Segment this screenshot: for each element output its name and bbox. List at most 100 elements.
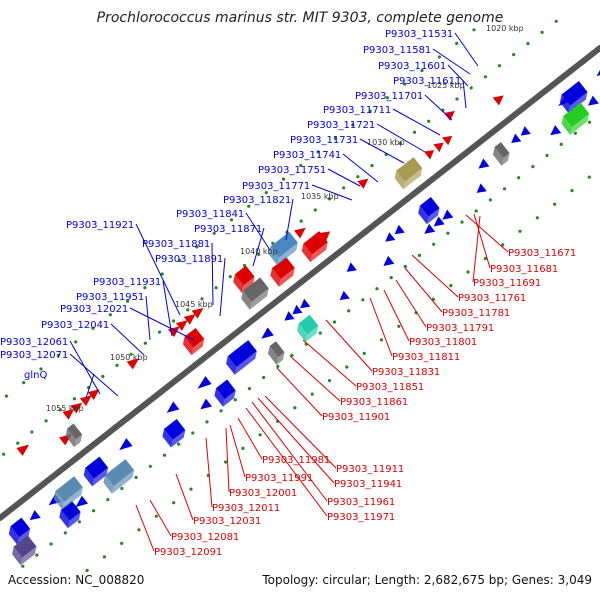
minus-strand-gene	[70, 402, 83, 414]
green-gene-block	[561, 102, 590, 135]
plus-strand-gene	[385, 232, 396, 242]
minus-strand-gene	[319, 231, 331, 241]
tick-dot	[455, 97, 459, 101]
plus-gene-label: P9303_11701	[355, 91, 423, 102]
tick-dot	[368, 109, 372, 113]
tick-dot	[72, 397, 76, 401]
minus-label-leader	[411, 254, 459, 298]
tick-dot	[469, 86, 473, 90]
minus-gene-label: P9303_11991	[245, 473, 313, 484]
plus-gene-label: P9303_11581	[363, 45, 431, 56]
teal-gene-block	[297, 314, 319, 343]
tick-dot	[281, 177, 286, 181]
minus-label-leader	[257, 397, 335, 484]
tick-dot	[431, 297, 435, 301]
plus-gene-label: P9303_12071	[0, 350, 68, 361]
plus-label-leader	[462, 79, 467, 109]
tick-dot	[389, 276, 393, 280]
tick-dot	[455, 41, 459, 46]
plus-strand-gene-block	[83, 456, 109, 487]
minus-strand-gene	[293, 227, 306, 239]
tick-dot	[342, 186, 346, 190]
tick-dot	[129, 352, 133, 356]
tick-dot	[559, 142, 563, 146]
minus-gene-label: P9303_11761	[458, 293, 526, 304]
plus-strand-gene	[29, 509, 41, 521]
minus-strand-gene	[442, 135, 453, 146]
tick-dot	[327, 197, 332, 201]
tick-dot	[313, 208, 317, 212]
tick-dot	[120, 541, 124, 546]
plus-label-leader	[135, 223, 181, 316]
gray-rna-feature	[65, 423, 83, 448]
minus-label-leader	[472, 215, 481, 283]
minus-label-leader	[149, 499, 172, 537]
minus-gene-label: P9303_11681	[490, 264, 558, 275]
minus-gene-label: P9303_11901	[322, 412, 390, 423]
tick-dot	[120, 486, 124, 491]
tick-dot	[143, 286, 147, 290]
tick-dot	[257, 252, 261, 256]
olive-gene-block	[394, 157, 423, 190]
minus-strand-gene	[443, 110, 455, 121]
tick-dot	[518, 229, 522, 233]
tick-dot	[160, 272, 164, 276]
plus-gene-label: P9303_11841	[176, 209, 244, 220]
tick-dot	[403, 264, 407, 269]
tick-dot	[224, 460, 228, 464]
minus-gene-label: P9303_11851	[356, 382, 424, 393]
minus-strand-gene	[175, 320, 188, 331]
minus-gene-label: P9303_11831	[372, 367, 440, 378]
minus-label-leader	[276, 367, 323, 417]
slate-gene-block	[103, 459, 135, 494]
minus-gene-label: P9303_11791	[426, 323, 494, 334]
plus-gene-label: P9303_11531	[385, 29, 453, 40]
tick-dot	[276, 364, 280, 368]
scale-label: 1025 kbp	[427, 81, 465, 90]
minus-label-leader	[175, 473, 194, 521]
tick-dot	[501, 243, 505, 247]
tick-dot	[403, 82, 407, 86]
plus-strand-gene	[166, 401, 180, 413]
tick-dot	[134, 475, 138, 479]
plus-strand-gene	[75, 495, 89, 508]
tick-dot	[154, 514, 158, 518]
tick-dot	[247, 387, 252, 391]
minus-label-leader	[251, 401, 328, 502]
tick-dot	[115, 363, 119, 367]
tick-dot	[540, 30, 544, 34]
minus-label-leader	[289, 355, 341, 402]
plus-strand-gene	[300, 298, 311, 309]
tick-dot	[587, 175, 591, 179]
minus-gene-label: P9303_11911	[336, 464, 404, 475]
plus-strand-gene-block	[418, 196, 440, 225]
tick-dot	[143, 341, 147, 345]
map-title: Prochlorococcus marinus str. MIT 9303, c…	[96, 10, 504, 26]
tick-dot	[162, 453, 167, 457]
tick-dot	[49, 542, 53, 546]
tick-dot	[58, 408, 62, 412]
tick-dot	[347, 309, 351, 313]
scale-label: 1040 kbp	[240, 247, 278, 256]
tick-dot	[502, 187, 507, 191]
tick-dot	[497, 64, 502, 68]
minus-strand-gene	[183, 314, 196, 325]
plus-gene-label: P9303_11711	[323, 105, 391, 116]
minus-gene-label: P9303_11801	[409, 337, 477, 348]
minus-strand-gene	[16, 444, 30, 456]
minus-strand-gene	[433, 142, 444, 153]
tick-dot	[472, 28, 476, 32]
tick-dot	[200, 297, 204, 301]
tick-dot	[30, 430, 34, 434]
plus-strand-gene-block	[162, 418, 186, 448]
tick-dot	[370, 164, 374, 168]
tick-dot	[361, 298, 365, 302]
plus-strand-gene-block	[559, 81, 588, 114]
tick-dot	[219, 409, 223, 413]
minus-strand-gene	[126, 358, 140, 370]
minus-gene-label: P9303_11941	[334, 479, 402, 490]
minus-gene-label: P9303_11981	[262, 455, 330, 466]
tick-dot	[474, 209, 478, 213]
minus-strand-gene	[62, 409, 75, 420]
